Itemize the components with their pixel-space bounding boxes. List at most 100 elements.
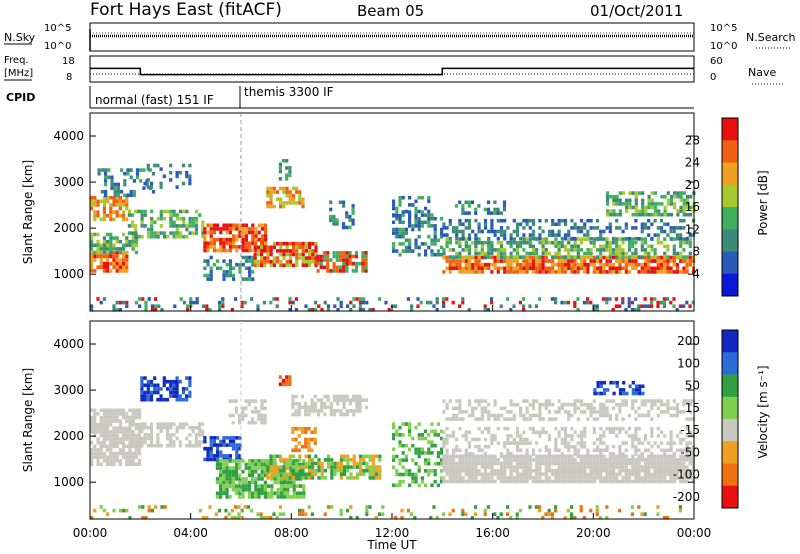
range-cell <box>99 433 103 438</box>
range-cell <box>451 508 455 513</box>
range-cell <box>146 227 151 232</box>
range-cell <box>627 304 631 308</box>
range-cell <box>222 439 226 444</box>
range-cell <box>320 401 324 406</box>
range-cell <box>401 472 405 477</box>
range-cell <box>283 462 287 467</box>
range-cell <box>586 472 590 477</box>
range-cell <box>634 198 638 203</box>
range-cell <box>595 270 600 274</box>
range-cell <box>467 413 472 418</box>
range-cell <box>430 242 434 246</box>
range-cell <box>122 433 126 438</box>
range-cell <box>528 476 532 480</box>
range-cell <box>286 491 290 496</box>
range-cell <box>285 177 289 181</box>
range-cell <box>615 266 619 271</box>
range-cell <box>493 461 497 466</box>
range-cell <box>480 476 484 480</box>
range-cell <box>215 466 219 470</box>
range-cell <box>266 245 270 250</box>
range-cell <box>579 479 584 484</box>
range-cell <box>445 266 449 271</box>
range-cell <box>205 308 209 312</box>
range-cell <box>109 422 113 427</box>
cpid-segment-normal: normal (fast) 151 IF <box>95 93 214 107</box>
range-cell <box>433 472 437 477</box>
range-cell <box>165 379 170 384</box>
range-cell <box>599 448 603 453</box>
range-cell <box>185 174 189 179</box>
range-cell <box>440 469 444 473</box>
range-cell <box>631 465 635 469</box>
range-cell <box>238 466 242 470</box>
range-cell <box>320 468 324 473</box>
range-cell <box>493 468 497 473</box>
range-cell <box>156 234 160 239</box>
range-cell <box>181 422 186 426</box>
range-cell <box>336 468 340 473</box>
range-cell <box>458 465 462 469</box>
range-cell <box>541 426 545 431</box>
range-cell <box>538 417 542 421</box>
range-cell <box>605 237 609 241</box>
range-cell <box>519 240 523 245</box>
range-cell <box>109 437 113 441</box>
range-cell <box>292 491 296 496</box>
range-cell <box>679 259 683 263</box>
range-cell <box>188 178 192 182</box>
range-cell <box>589 508 593 513</box>
range-cell <box>112 199 116 204</box>
range-cell <box>551 402 555 407</box>
range-cell <box>576 441 580 445</box>
range-cell <box>410 512 414 516</box>
range-cell <box>288 173 292 177</box>
range-cell <box>222 277 226 281</box>
range-cell <box>109 433 113 438</box>
range-cell <box>90 440 94 445</box>
range-cell <box>547 508 551 513</box>
range-cell <box>440 476 444 480</box>
range-cell <box>538 468 542 473</box>
range-cell <box>323 476 327 480</box>
range-cell <box>631 458 635 462</box>
colorbar-segment <box>722 207 738 230</box>
range-cell <box>496 270 500 274</box>
range-cell <box>615 259 619 263</box>
range-cell <box>458 454 462 459</box>
range-cell <box>93 430 97 434</box>
range-cell <box>512 240 516 245</box>
range-cell <box>112 304 116 308</box>
range-cell <box>134 412 138 416</box>
range-cell <box>416 304 420 308</box>
range-cell <box>474 406 478 411</box>
range-cell <box>541 262 545 267</box>
range-cell <box>579 458 584 462</box>
range-cell <box>451 458 456 462</box>
range-cell <box>115 455 119 459</box>
range-cell <box>279 454 283 459</box>
range-cell <box>175 429 179 434</box>
range-cell <box>251 466 255 470</box>
range-cell <box>417 436 421 441</box>
range-cell <box>128 430 132 434</box>
range-cell <box>586 458 590 462</box>
range-cell <box>355 516 359 520</box>
range-cell <box>589 406 593 411</box>
range-cell <box>592 244 596 249</box>
range-cell <box>659 472 664 477</box>
range-cell <box>519 236 523 241</box>
range-cell <box>411 249 415 253</box>
range-cell <box>458 476 462 480</box>
range-cell <box>490 226 494 230</box>
range-cell <box>241 245 245 249</box>
range-cell <box>506 454 510 459</box>
range-cell <box>433 242 437 246</box>
range-cell <box>241 255 245 260</box>
range-cell <box>579 402 584 407</box>
range-cell <box>522 476 526 480</box>
range-cell <box>102 217 106 222</box>
range-cell <box>90 451 94 456</box>
range-cell <box>592 259 596 263</box>
